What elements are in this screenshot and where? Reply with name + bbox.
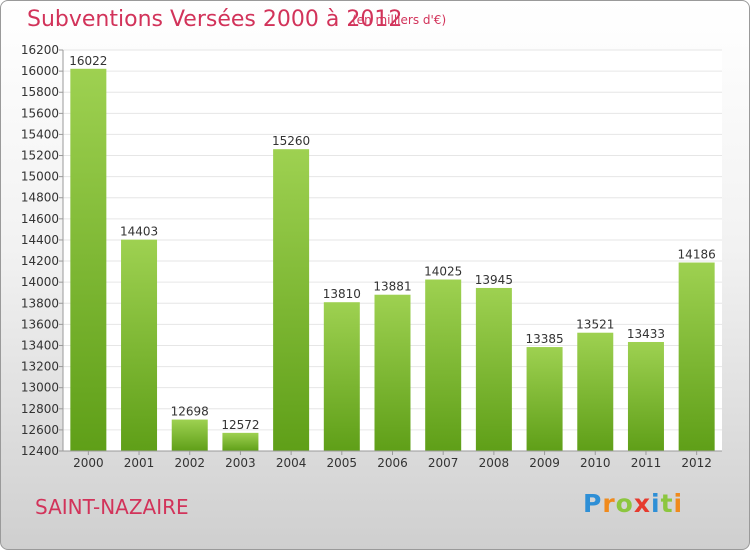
y-tick-label: 15400: [21, 127, 59, 141]
y-tick-label: 15800: [21, 85, 59, 99]
y-tick-label: 14800: [21, 191, 59, 205]
x-tick-label: 2006: [377, 456, 408, 470]
chart-title: Subventions Versées 2000 à 2012: [27, 7, 403, 32]
bar: [425, 279, 462, 451]
x-tick-label: 2011: [631, 456, 662, 470]
logo-letter: i: [651, 489, 661, 518]
y-tick-label: 16200: [21, 43, 59, 57]
bar: [678, 262, 715, 451]
bar: [273, 149, 310, 451]
y-axis: 12400 12600 12800 13000 13200 13400 13600 13800…: [21, 43, 64, 458]
logo-letter: r: [602, 489, 616, 518]
bar-value-label: 13945: [475, 273, 513, 287]
y-tick-label: 14400: [21, 233, 59, 247]
bar: [121, 239, 158, 451]
x-tick-label: 2003: [225, 456, 256, 470]
logo-letter: x: [633, 489, 651, 518]
x-tick-label: 2008: [479, 456, 510, 470]
y-tick-label: 15000: [21, 170, 59, 184]
gridlines: [63, 49, 722, 452]
bar: [627, 341, 664, 451]
bar: [526, 347, 563, 451]
bar-value-label: 14025: [424, 265, 462, 279]
bar-value-label: 13521: [576, 318, 614, 332]
bar-value-label: 15260: [272, 134, 310, 148]
y-tick-label: 14200: [21, 254, 59, 268]
bar-value-label: 12572: [221, 418, 259, 432]
x-tick-label: 2007: [428, 456, 459, 470]
logo-letter: P: [583, 489, 603, 518]
x-tick-label: 2005: [327, 456, 358, 470]
y-tick-label: 13200: [21, 360, 59, 374]
bar: [171, 419, 208, 451]
x-tick-label: 2010: [580, 456, 611, 470]
bar-value-label: 13433: [627, 327, 665, 341]
bar: [577, 332, 614, 451]
x-tick-label: 2002: [174, 456, 205, 470]
bar: [374, 294, 411, 451]
y-tick-label: 13400: [21, 338, 59, 352]
y-tick-label: 13000: [21, 381, 59, 395]
bars: [70, 68, 715, 451]
y-tick-label: 13600: [21, 317, 59, 331]
bar-value-label: 16022: [69, 54, 107, 68]
x-tick-label: 2012: [681, 456, 712, 470]
y-tick-label: 15600: [21, 106, 59, 120]
bar: [475, 287, 512, 451]
logo-letter: t: [660, 489, 674, 518]
y-tick-label: 12600: [21, 423, 59, 437]
y-tick-label: 12400: [21, 444, 59, 458]
y-tick-label: 13800: [21, 296, 59, 310]
logo-letter: o: [615, 489, 634, 518]
bar-value-label: 13810: [323, 287, 361, 301]
city-name: SAINT-NAZAIRE: [35, 495, 189, 519]
value-labels: 16022 14403 12698 12572 15260 13810 13881 14025…: [69, 54, 715, 432]
x-tick-label: 2000: [73, 456, 104, 470]
x-tick-label: 2004: [276, 456, 307, 470]
y-tick-label: 16000: [21, 64, 59, 78]
logo-letter: i: [673, 489, 684, 518]
y-tick-label: 14000: [21, 275, 59, 289]
bar-value-label: 14403: [120, 225, 158, 239]
bar-value-label: 12698: [171, 405, 209, 419]
y-tick-label: 14600: [21, 212, 59, 226]
bar-value-label: 13881: [373, 280, 411, 294]
bar-value-label: 14186: [678, 248, 716, 262]
bar-value-label: 13385: [525, 332, 563, 346]
x-axis: 2000 2001 2002 2003 2004 2005 2006 2007 2008 2009…: [63, 450, 722, 470]
proxiti-logo: Proxiti: [583, 489, 683, 518]
bar: [222, 432, 259, 451]
x-tick-label: 2009: [529, 456, 560, 470]
x-tick-label: 2001: [124, 456, 155, 470]
y-tick-label: 15200: [21, 149, 59, 163]
chart-subtitle: (en milliers d'€): [352, 13, 447, 27]
y-tick-label: 12800: [21, 402, 59, 416]
bar: [70, 68, 107, 451]
bar: [323, 302, 360, 451]
